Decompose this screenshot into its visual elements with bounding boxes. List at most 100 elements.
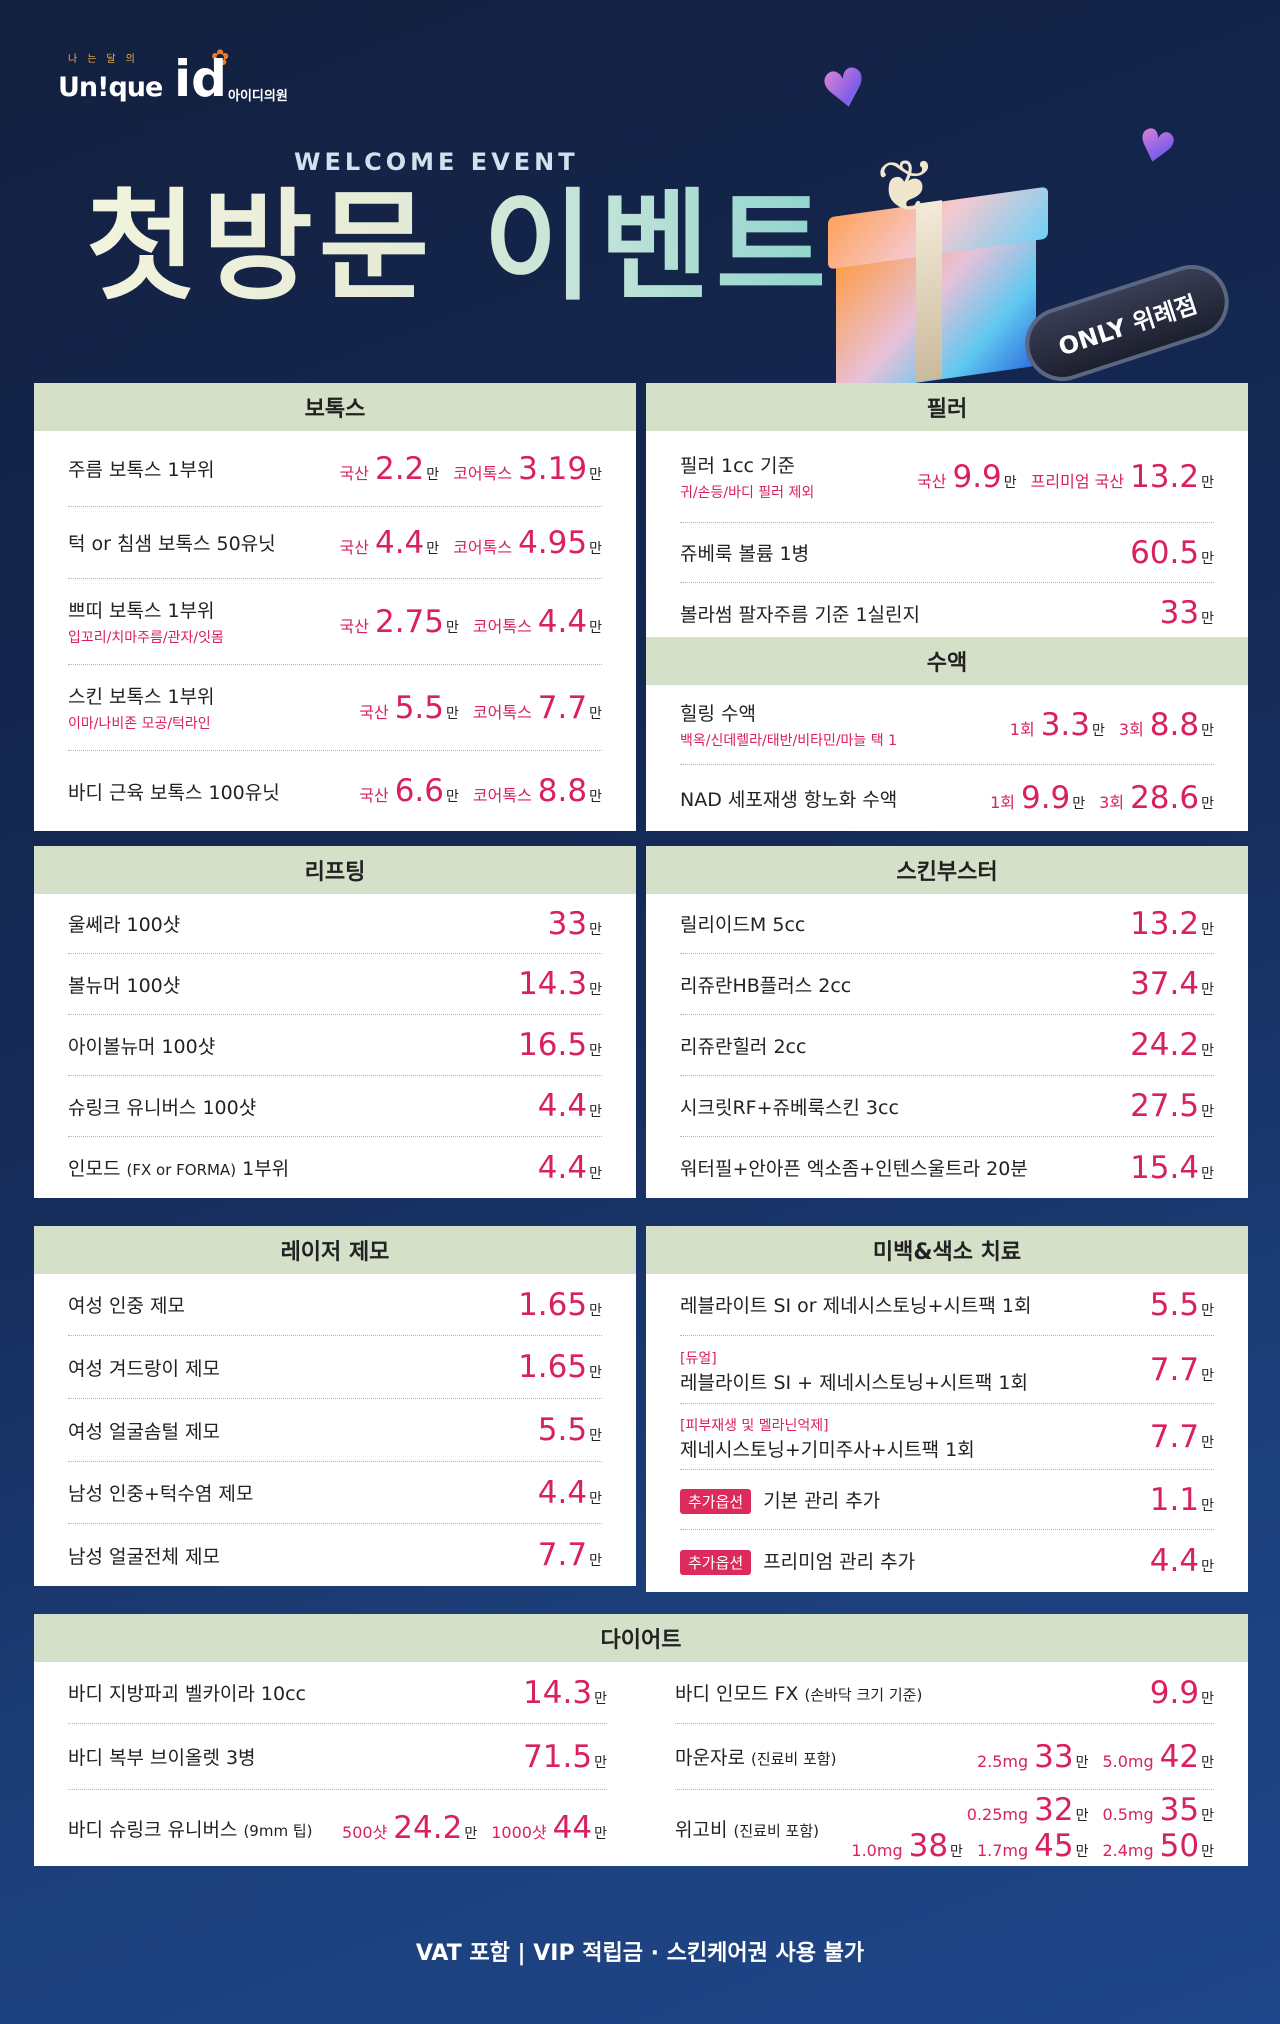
price-group: 37.4 만: [1130, 966, 1214, 1002]
price-unit: 만: [589, 1302, 602, 1319]
price-label: 코어톡스: [472, 702, 532, 722]
list-item: 울쎄라 100샷 33 만: [68, 894, 602, 954]
price-group: 1.1 만: [1150, 1482, 1214, 1518]
item-info: 남성 얼굴전체 제모: [68, 1542, 220, 1569]
price-label: 0.25mg: [966, 1805, 1029, 1824]
price-value: 45: [1034, 1828, 1074, 1864]
price-group: 7.7 만: [538, 1537, 602, 1573]
item-info: 워터필+안아픈 엑소좀+인텐스울트라 20분: [680, 1154, 1028, 1181]
price-value: 4.95: [518, 524, 588, 561]
price-value: 27.5: [1130, 1088, 1200, 1124]
list-item: 추가옵션 프리미엄 관리 추가 4.4 만: [680, 1530, 1214, 1592]
price-label: 500샷: [342, 1823, 388, 1842]
item-category: [피부재생 및 멜라닌억제]: [680, 1418, 829, 1434]
item-info: NAD 세포재생 항노화 수액: [680, 785, 897, 812]
iv-title: 수액: [646, 637, 1248, 685]
price-value: 3.19: [518, 450, 588, 487]
price-unit: 만: [589, 1165, 602, 1182]
item-info: [듀얼] 레블라이트 SI + 제네시스토닝+시트팩 1회: [680, 1344, 1028, 1395]
item-subtext: 이마/나비존 모공/턱라인: [68, 716, 211, 732]
welcome-subtitle: WELCOME EVENT: [294, 148, 579, 176]
option-tag: 추가옵션: [680, 1550, 752, 1575]
item-info: 스킨 보톡스 1부위 이마/나비존 모공/턱라인: [68, 682, 215, 733]
price-unit: 만: [1201, 474, 1214, 491]
price-value: 37.4: [1130, 966, 1200, 1002]
heart-icon: ♥: [816, 55, 875, 125]
price-value: 4.4: [537, 1474, 588, 1511]
item-name: 리쥬란HB플러스 2cc: [680, 974, 852, 997]
option-tag: 추가옵션: [680, 1488, 752, 1514]
item-info: 여성 인중 제모: [68, 1291, 185, 1318]
price-label: 0.5mg: [1102, 1805, 1154, 1824]
flower-icon: ✿: [211, 46, 230, 71]
booster-title: 스킨부스터: [646, 846, 1248, 894]
price-value: 50: [1159, 1828, 1200, 1864]
price-unit: 만: [589, 789, 602, 805]
price-unit: 만: [589, 705, 602, 722]
item-info: 쁘띠 보톡스 1부위 입꼬리/치마주름/관자/잇몸: [68, 596, 224, 647]
price-group: 1.65 만: [518, 1349, 602, 1385]
price-value: 9.9: [1020, 780, 1071, 816]
lifting-title: 리프팅: [34, 846, 636, 894]
list-item: [피부재생 및 멜라닌억제] 제네시스토닝+기미주사+시트팩 1회 7.7 만: [680, 1404, 1214, 1470]
price-group: 16.5 만: [518, 1027, 602, 1063]
price-unit: 만: [589, 982, 602, 998]
price-label: 1회: [1009, 719, 1035, 739]
price-label: 2.4mg: [1102, 1841, 1154, 1860]
logo-tagline: 나는달의: [68, 54, 145, 65]
list-item: 힐링 수액 백옥/신데렐라/태반/비타민/마늘 택 1 1회 3.3 만 3회 8.8 만: [680, 685, 1214, 765]
list-item: 추가옵션 기본 관리 추가 1.1 만: [680, 1470, 1214, 1530]
item-category: [듀얼]: [680, 1351, 717, 1367]
item-note: (9mm 팁): [243, 1821, 313, 1840]
item-info: 여성 얼굴솜털 제모: [68, 1417, 220, 1444]
price-value: 44: [552, 1810, 593, 1846]
item-name: 여성 겨드랑이 제모: [68, 1357, 220, 1380]
list-item: 릴리이드M 5cc 13.2 만: [680, 894, 1214, 954]
list-item: NAD 세포재생 항노화 수액 1회 9.9 만 3회 28.6 만: [680, 765, 1214, 831]
price-unit: 만: [1201, 921, 1214, 938]
item-name: 인모드 (FX or FORMA) 1부위: [68, 1158, 290, 1180]
price-group: 1회 3.3 만 3회 8.8 만: [996, 707, 1214, 743]
price-group: 24.2 만: [1130, 1027, 1214, 1063]
price-value: 2.2: [374, 450, 425, 487]
price-value: 35: [1159, 1792, 1200, 1828]
price-value: 38: [908, 1828, 949, 1864]
price-value: 71.5: [523, 1738, 593, 1775]
logo-clinic-name: 아이디의원: [228, 89, 288, 104]
price-value: 13.2: [1130, 458, 1200, 495]
price-label: 코어톡스: [453, 463, 513, 483]
item-name: 워터필+안아픈 엑소좀+인텐스울트라 20분: [680, 1158, 1028, 1180]
price-group: 국산 6.6 만 코어톡스 8.8 만: [345, 773, 602, 809]
list-item: 주름 보톡스 1부위 국산 2.2 만 코어톡스 3.19 만: [68, 431, 602, 507]
price-group: 0.25mg 32 만 0.5mg 35 만: [953, 1792, 1214, 1828]
list-item: 바디 근육 보톡스 100유닛 국산 6.6 만 코어톡스 8.8 만: [68, 751, 602, 831]
price-unit: 만: [426, 540, 440, 557]
item-name: 추가옵션 프리미엄 관리 추가: [680, 1547, 915, 1575]
item-subtext: 귀/손등/바디 필러 제외: [680, 485, 815, 501]
price-group: 1.65 만: [518, 1287, 602, 1323]
iv-card: 수액 힐링 수액 백옥/신데렐라/태반/비타민/마늘 택 1 1회 3.3 만 3회 8.8 만…: [646, 637, 1248, 831]
item-name: 레블라이트 SI + 제네시스토닝+시트팩 1회: [680, 1372, 1028, 1394]
price-group: 1.0mg 38 만 1.7mg 45 만 2.4mg 50 만: [837, 1828, 1214, 1864]
item-info: 볼뉴머 100샷: [68, 971, 180, 998]
price-value: 1.1: [1149, 1481, 1200, 1518]
price-value: 33: [547, 905, 588, 942]
item-name: 바디 인모드 FX (손바닥 크기 기준): [675, 1683, 923, 1705]
price-unit: 만: [1201, 1690, 1214, 1707]
price-unit: 만: [1201, 1434, 1214, 1451]
price-value: 32: [1034, 1792, 1074, 1828]
item-name: 바디 복부 브이올렛 3병: [68, 1747, 256, 1769]
price-label: 코어톡스: [453, 537, 513, 557]
list-item: 워터필+안아픈 엑소좀+인텐스울트라 20분 15.4 만: [680, 1137, 1214, 1198]
price-label: 1000샷: [491, 1823, 547, 1842]
price-unit: 만: [589, 466, 602, 483]
price-value: 16.5: [518, 1027, 588, 1063]
price-unit: 만: [1201, 722, 1214, 739]
price-unit: 만: [446, 789, 459, 805]
price-value: 1.65: [518, 1286, 588, 1323]
item-info: 시크릿RF+쥬베룩스킨 3cc: [680, 1093, 899, 1120]
botox-title: 보톡스: [34, 383, 636, 431]
diet-column-right: 바디 인모드 FX (손바닥 크기 기준) 9.9 만 마운자로 (진료비 포함) 2.…: [641, 1662, 1248, 1866]
price-unit: 만: [589, 1365, 602, 1381]
item-list: 레블라이트 SI or 제네시스토닝+시트팩 1회 5.5 만 [듀얼] 레블라이트 S…: [646, 1274, 1248, 1592]
